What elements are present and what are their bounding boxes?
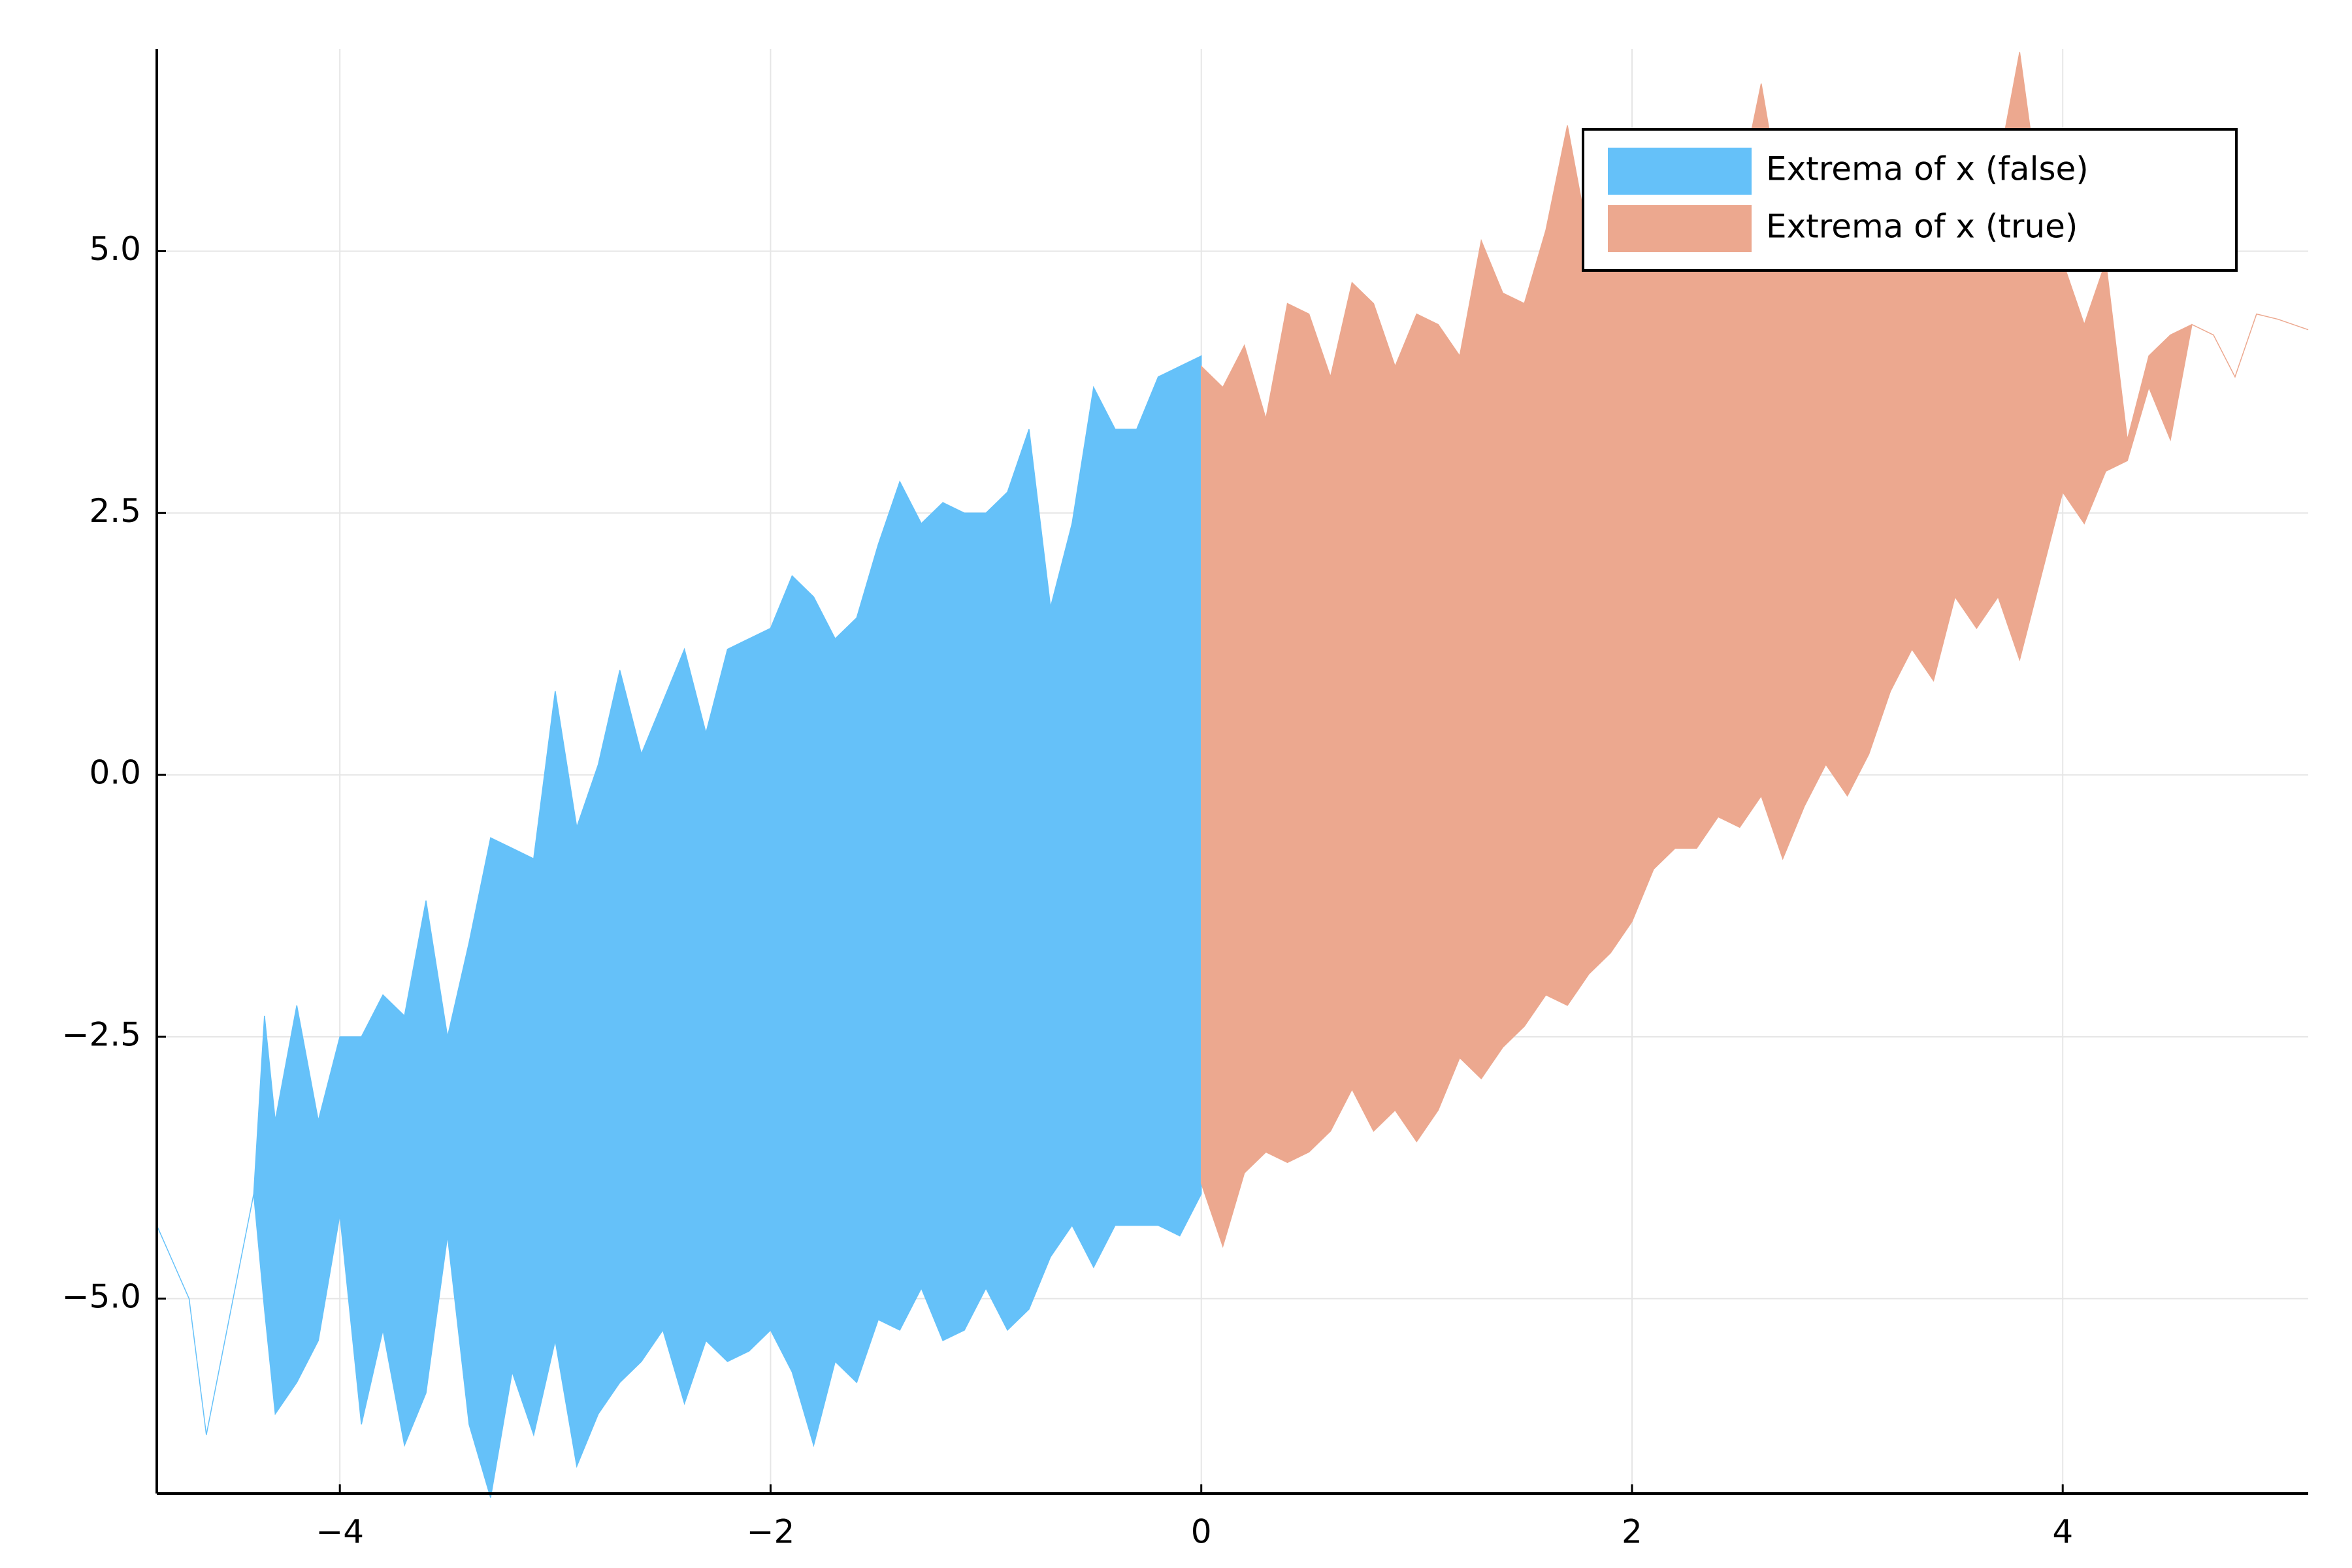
- legend-label: Extrema of x (false): [1766, 150, 2089, 188]
- legend-swatch: [1608, 148, 1752, 195]
- y-tick-label: 5.0: [89, 230, 141, 268]
- band: [156, 355, 1202, 1498]
- y-tick-label: 2.5: [89, 492, 141, 530]
- y-tick-label: −2.5: [62, 1015, 141, 1053]
- legend-label: Extrema of x (true): [1766, 208, 2078, 246]
- legend-swatch: [1608, 205, 1752, 252]
- x-tick-label: −4: [316, 1513, 364, 1551]
- x-tick-label: 4: [2052, 1513, 2073, 1551]
- y-tick-label: 0.0: [89, 754, 141, 792]
- x-tick-label: 2: [1622, 1513, 1642, 1551]
- x-tick-label: −2: [747, 1513, 795, 1551]
- y-tick-label: −5.0: [62, 1277, 141, 1315]
- x-tick-label: 0: [1191, 1513, 1212, 1551]
- band: [1200, 52, 2309, 1249]
